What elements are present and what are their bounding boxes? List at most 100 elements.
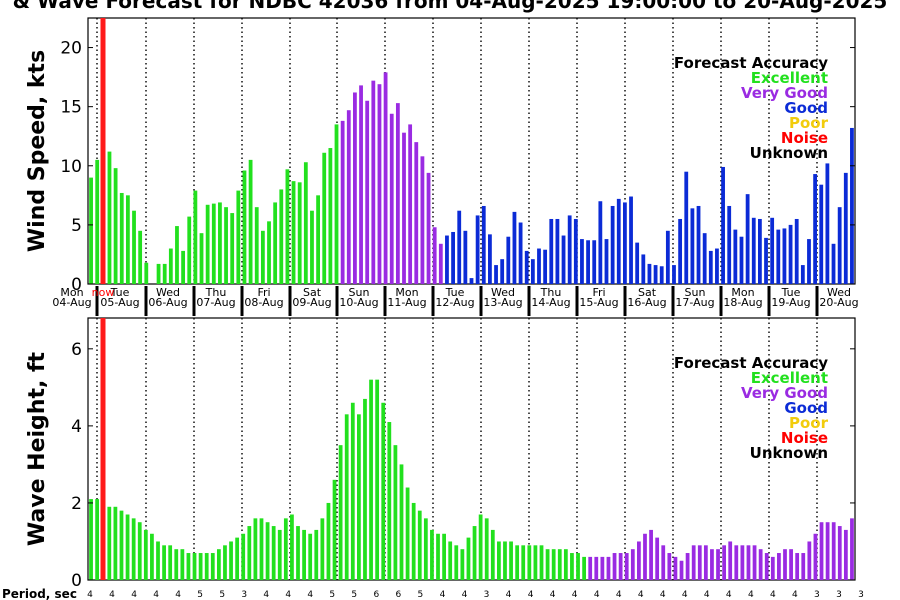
wind-bar — [665, 230, 670, 284]
day-separator — [479, 286, 483, 316]
period-value: 4 — [528, 590, 534, 600]
wind-bar — [285, 169, 290, 284]
wave-bar — [837, 526, 842, 580]
date-label: 04-Aug — [52, 296, 91, 309]
y-tick-label: 6 — [71, 340, 82, 360]
wave-bar — [594, 556, 599, 580]
day-separator — [623, 286, 627, 316]
period-value: 4 — [462, 590, 468, 600]
period-value: 4 — [506, 590, 512, 600]
wind-bar — [678, 218, 683, 284]
date-label: 16-Aug — [627, 296, 666, 309]
wind-bar — [831, 243, 836, 284]
wind-bar — [721, 166, 725, 284]
wave-bars — [89, 379, 854, 580]
wave-bar — [308, 533, 313, 580]
period-label: Period, sec — [2, 587, 77, 600]
wave-bar — [758, 549, 763, 580]
day-separator — [575, 286, 579, 316]
wave-bar — [722, 545, 727, 580]
wave-bar — [454, 545, 459, 580]
wind-bar — [518, 222, 523, 284]
wind-bar — [745, 194, 750, 284]
wind-bar — [757, 218, 762, 284]
day-of-week-label: Sat — [638, 286, 657, 299]
wave-bar — [843, 529, 848, 580]
wind-bar — [604, 239, 609, 284]
wind-bar — [733, 229, 738, 284]
wave-bar — [527, 545, 532, 580]
day-label-row: Mon04-AugTue05-AugWed06-AugThu07-AugFri0… — [52, 286, 859, 316]
day-separator — [719, 286, 723, 316]
day-separator — [431, 286, 435, 316]
wind-bar — [254, 207, 259, 284]
wave-bar — [667, 553, 672, 580]
wave-bar — [655, 537, 660, 580]
wave-bar — [777, 553, 781, 580]
wind-bar — [211, 203, 216, 284]
wave-bar — [162, 545, 166, 580]
wave-bar — [600, 556, 605, 580]
wind-bar — [230, 213, 235, 284]
legend-entry: Good — [784, 399, 828, 417]
day-separator — [144, 286, 148, 316]
wave-bar — [643, 533, 647, 580]
wave-bar — [789, 549, 793, 580]
day-of-week-label: Sun — [349, 286, 370, 299]
period-value: 3 — [814, 590, 820, 600]
legend-entry: Very Good — [741, 84, 828, 102]
wind-bar — [807, 239, 811, 284]
wind-bar — [310, 210, 314, 284]
wind-bar — [684, 171, 689, 284]
date-label: 05-Aug — [100, 296, 139, 309]
wave-bar — [381, 402, 386, 580]
day-of-week-label: Fri — [592, 286, 605, 299]
wave-bar — [545, 549, 550, 580]
wind-bar — [653, 265, 658, 284]
wind-bar — [708, 250, 713, 284]
period-value: 5 — [219, 590, 225, 600]
wind-bar — [549, 218, 554, 284]
wind-bar — [181, 250, 186, 284]
wave-bar — [277, 529, 282, 580]
wave-bar — [344, 414, 349, 580]
wind-bar — [751, 217, 756, 284]
wind-bar — [132, 210, 136, 284]
legend-entry: Poor — [789, 114, 829, 132]
wind-bar — [580, 239, 584, 284]
wave-bar — [819, 522, 824, 580]
wind-bar — [561, 235, 566, 284]
legend-title: Forecast Accuracy — [674, 54, 828, 72]
legend-entry: Noise — [781, 129, 828, 147]
legend-title: Forecast Accuracy — [674, 354, 828, 372]
period-row: Period, sec 4 4 4 4 4 5 5 3 4 4 4 5 5 6 6 5 4 4 3 4 4 4 4 4 4 4 4 4 4… — [2, 587, 864, 600]
wind-bar — [702, 233, 707, 284]
day-of-week-label: Thu — [540, 286, 562, 299]
day-of-week-label: Wed — [827, 286, 851, 299]
wave-bar — [411, 502, 416, 580]
wave-bar — [478, 514, 483, 580]
period-value: 4 — [153, 590, 159, 600]
wind-bar — [113, 168, 118, 284]
wave-bar — [241, 533, 246, 580]
wave-bar — [813, 533, 818, 580]
wave-bar — [637, 541, 641, 580]
period-value: 3 — [241, 590, 247, 600]
date-label: 19-Aug — [771, 296, 810, 309]
wave-bar — [710, 549, 714, 580]
day-separator — [815, 286, 819, 316]
period-value: 4 — [638, 590, 644, 600]
date-label: 18-Aug — [723, 296, 762, 309]
wave-bar — [588, 556, 593, 580]
wind-bar — [322, 152, 327, 284]
wave-bar — [673, 556, 678, 580]
wind-bar — [187, 216, 192, 284]
wind-bar — [125, 195, 130, 284]
wind-bar — [119, 192, 124, 284]
wind-bar — [144, 262, 149, 284]
day-of-week-label: Mon — [395, 286, 418, 299]
wind-bar — [764, 237, 768, 284]
wind-bar — [672, 265, 676, 284]
wave-bar — [764, 553, 769, 580]
wind-bar — [273, 202, 278, 284]
